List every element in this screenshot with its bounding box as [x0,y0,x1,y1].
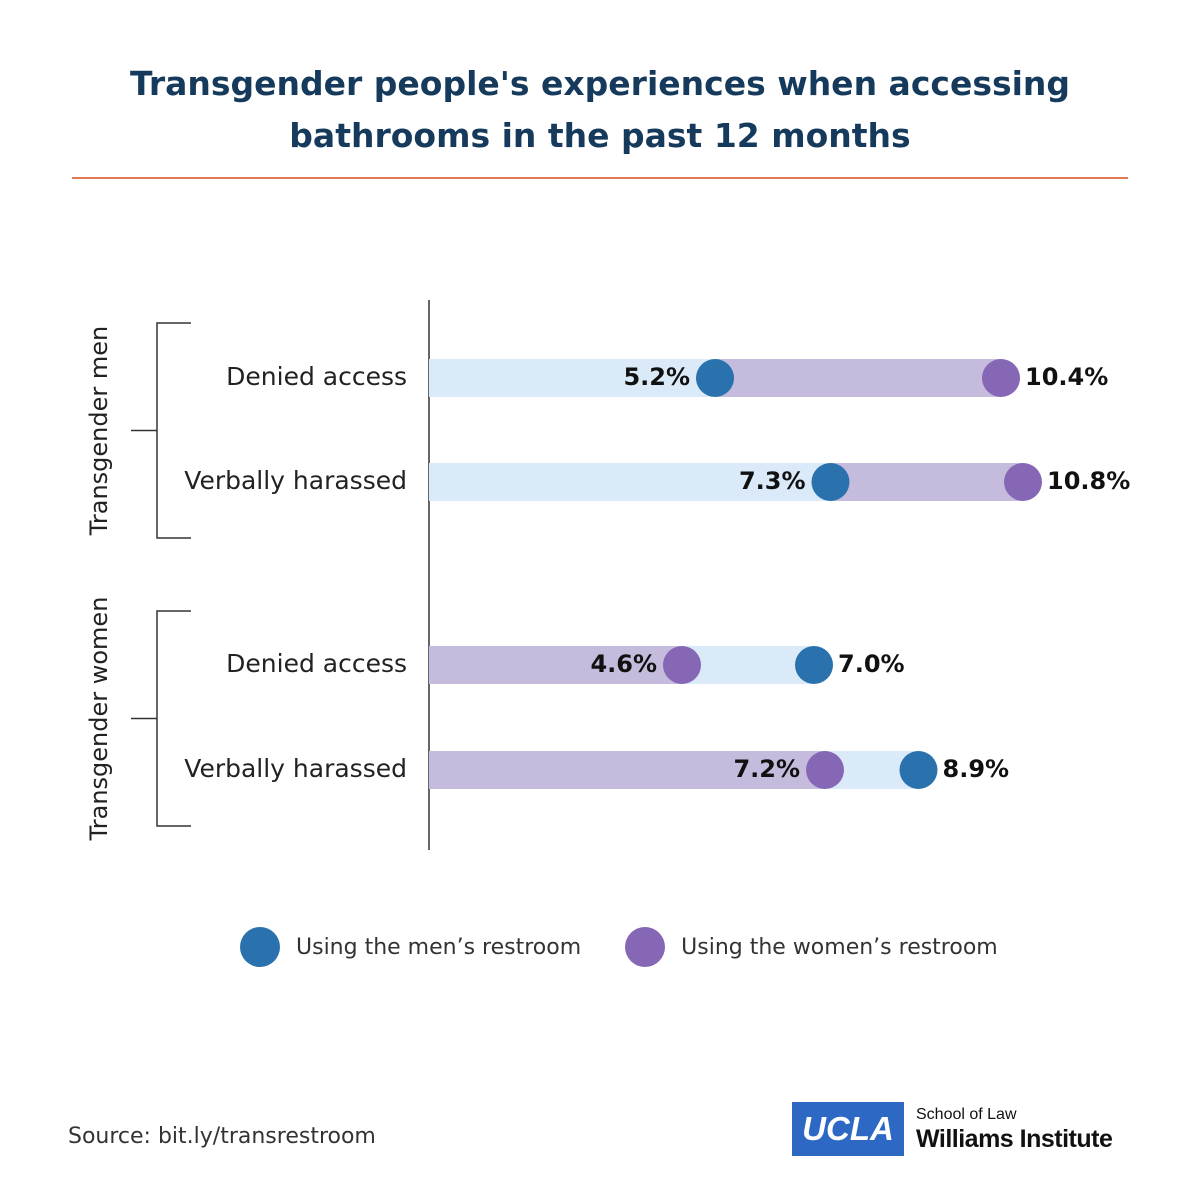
legend: Using the men’s restroom Using the women… [240,927,1042,967]
bar-segment-upper [715,359,1001,397]
group-label: Transgender men [85,326,113,536]
womens-restroom-dot [1004,463,1042,501]
chart-title-line-1: Transgender people's experiences when ac… [129,64,1071,103]
womens-restroom-dot [982,359,1020,397]
womens-restroom-dot [806,751,844,789]
bar-segment-lower [429,359,715,397]
legend-womens-label: Using the women’s restroom [681,934,998,960]
logo-wordmark: School of Law Williams Institute [916,1105,1113,1153]
chart-title: Transgender people's experiences when ac… [0,58,1200,162]
category-label: Denied access [226,649,407,678]
legend-item-mens: Using the men’s restroom [240,927,581,967]
womens-value-label: 7.2% [733,755,800,783]
chart-title-line-2: bathrooms in the past 12 months [289,116,911,155]
source-note: Source: bit.ly/transrestroom [68,1124,376,1149]
mens-restroom-dot [795,646,833,684]
womens-value-label: 10.8% [1047,467,1130,495]
title-divider [72,177,1128,179]
legend-womens-marker-icon [625,927,666,967]
mens-restroom-dot [899,751,938,789]
dumbbell-chart: Transgender men Denied access 5.2% 10.4% Ver… [85,300,1130,850]
category-label: Denied access [226,362,407,391]
logo-williams-institute: Williams Institute [916,1125,1113,1153]
bar-segment-upper [830,463,1023,501]
bar-segment-lower [429,463,831,501]
ucla-logo-mark: UCLA [792,1102,904,1156]
bar-segment-lower [429,751,825,789]
mens-value-label: 7.0% [838,650,905,678]
group-label: Transgender women [85,597,113,842]
bar-segment-lower [429,646,682,684]
logo-school-of-law: School of Law [916,1106,1017,1123]
group-bracket [156,610,191,827]
mens-restroom-dot [811,463,850,501]
group-bracket [156,322,191,539]
category-label: Verbally harassed [184,754,407,783]
category-label: Verbally harassed [184,466,407,495]
williams-institute-logo: UCLA School of Law Williams Institute [792,1102,1113,1156]
mens-value-label: 7.3% [739,467,806,495]
legend-mens-label: Using the men’s restroom [296,934,582,960]
mens-value-label: 8.9% [943,755,1010,783]
womens-value-label: 4.6% [590,650,657,678]
womens-restroom-dot [663,646,701,684]
bar-segment-upper [682,646,814,684]
legend-item-womens: Using the women’s restroom [625,927,998,967]
legend-mens-marker-icon [240,927,280,967]
mens-restroom-dot [696,359,734,397]
mens-value-label: 5.2% [623,363,690,391]
womens-value-label: 10.4% [1025,363,1108,391]
